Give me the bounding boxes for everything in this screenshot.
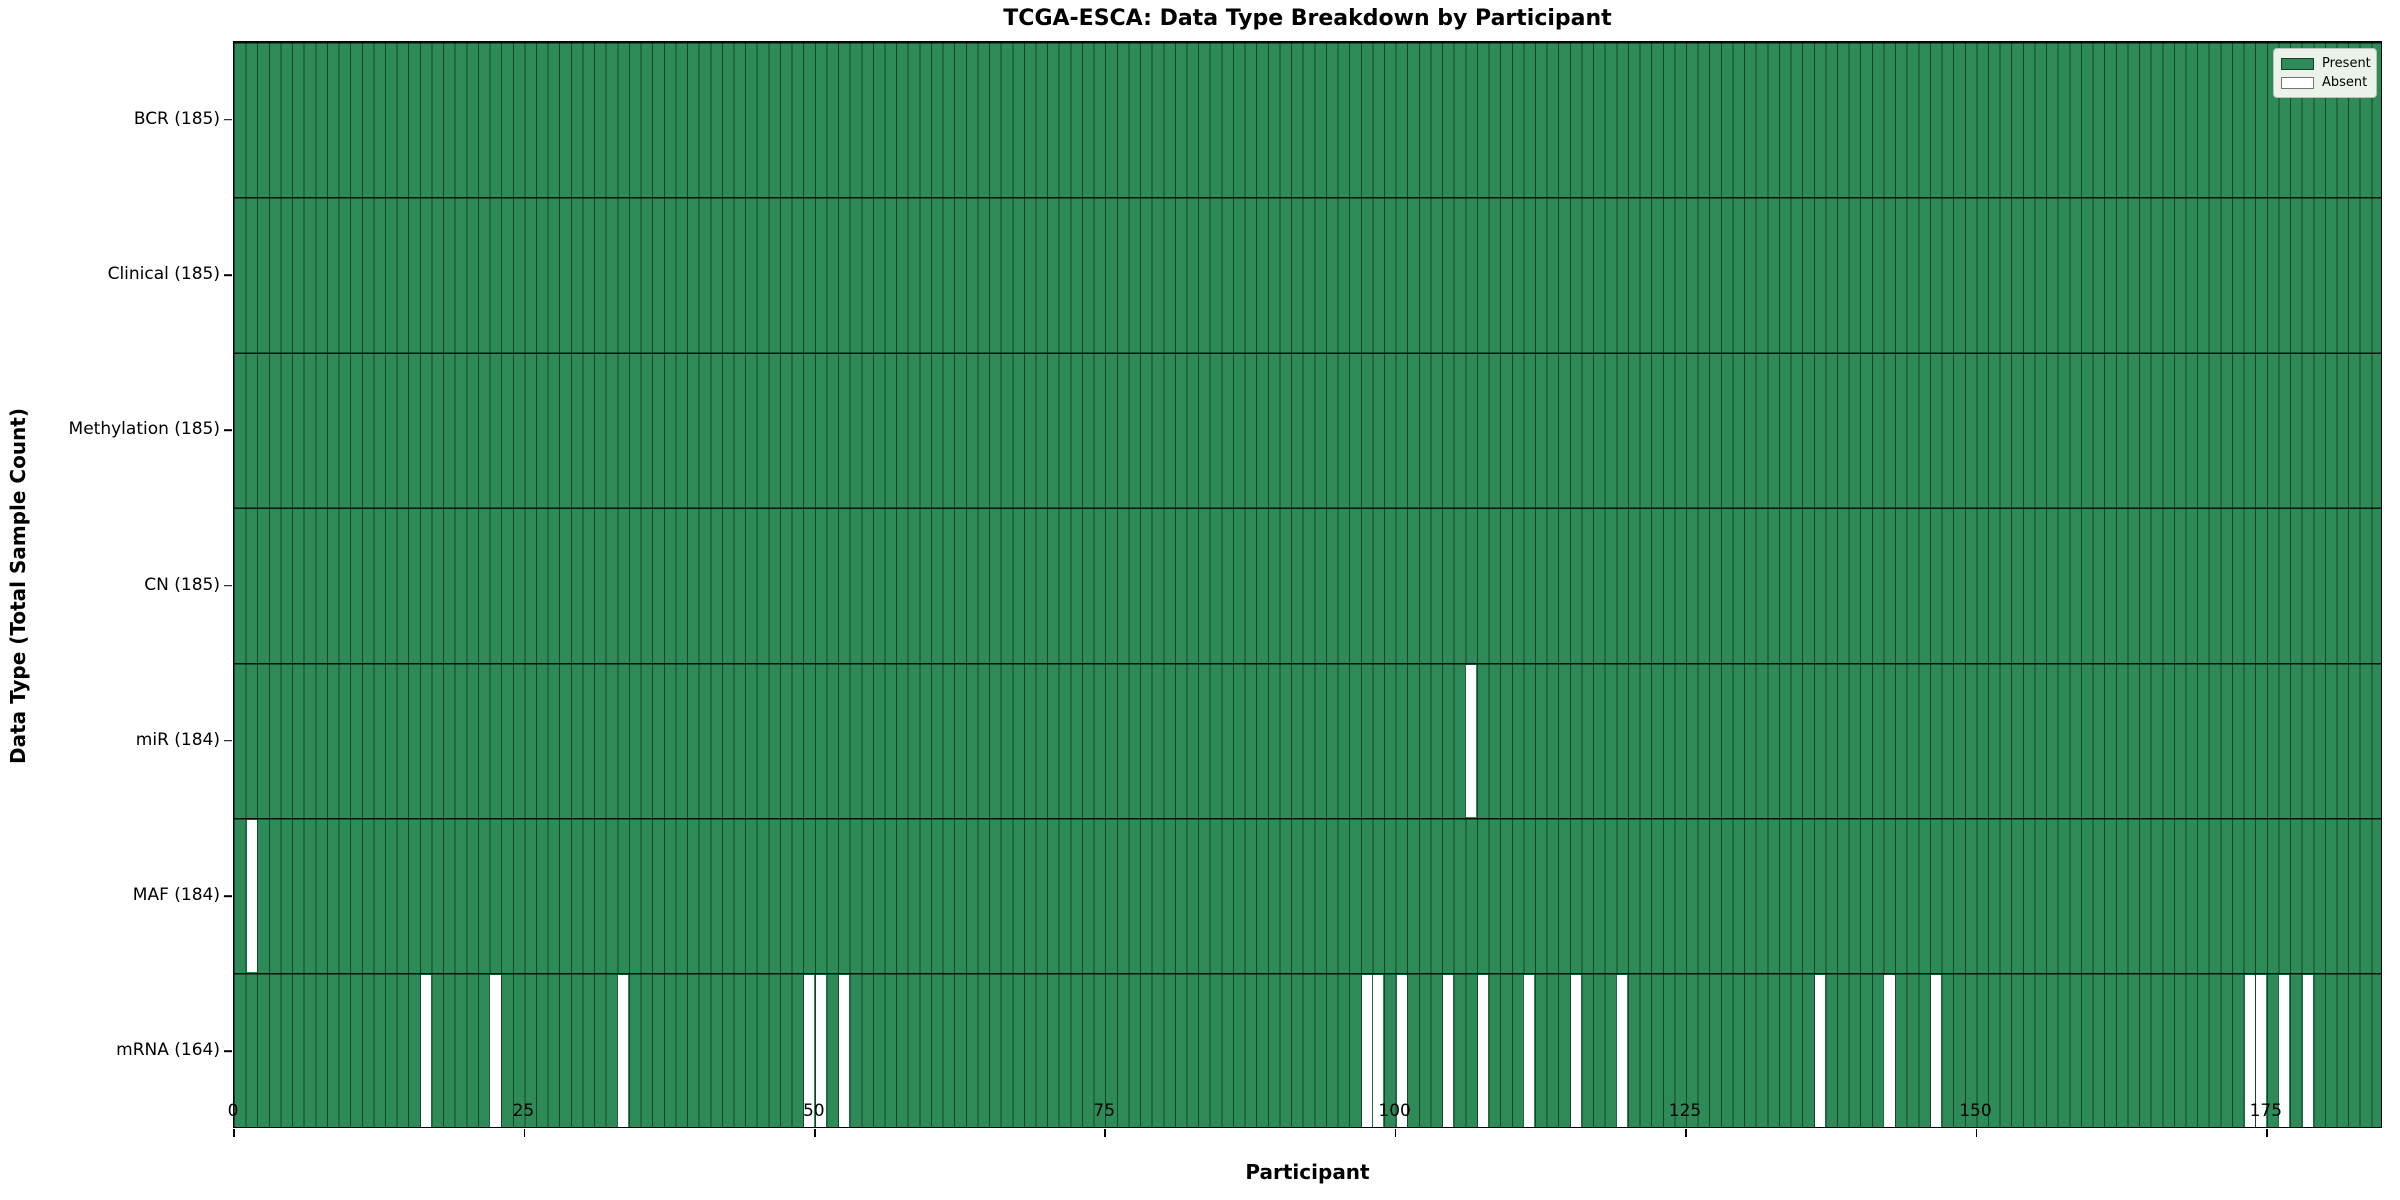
ytick-mark bbox=[224, 1050, 233, 1053]
absent-bar-mRNA-p176 bbox=[2279, 975, 2290, 1128]
xtick-mark bbox=[1685, 1129, 1687, 1137]
present-swatch bbox=[2281, 57, 2314, 70]
ytick-mark bbox=[224, 274, 233, 276]
xtick-label-75: 75 bbox=[1093, 1101, 1116, 1121]
absent-bar-mRNA-p52 bbox=[838, 975, 850, 1128]
ytick-mark bbox=[224, 895, 233, 897]
absent-bar-mRNA-p98 bbox=[1373, 975, 1384, 1128]
absent-bar-mRNA-p115 bbox=[1570, 975, 1581, 1128]
ytick-mark bbox=[224, 429, 233, 431]
xtick-mark bbox=[2266, 1129, 2268, 1137]
xtick-label-25: 25 bbox=[512, 1101, 535, 1121]
row-divider-lines bbox=[234, 42, 2381, 1127]
ytick-label-CN: CN (185) bbox=[144, 574, 220, 595]
absent-bar-mRNA-p178 bbox=[2302, 975, 2313, 1128]
xtick-label-150: 150 bbox=[1959, 1101, 1992, 1121]
ytick-mark bbox=[224, 118, 233, 121]
xtick-mark bbox=[233, 1129, 235, 1137]
chart-title: TCGA-ESCA: Data Type Breakdown by Partic… bbox=[1003, 6, 1612, 31]
absent-bar-mRNA-p142 bbox=[1884, 975, 1895, 1128]
xtick-mark bbox=[1394, 1129, 1397, 1137]
ytick-label-BCR: BCR (185) bbox=[133, 108, 220, 129]
xtick-label-125: 125 bbox=[1668, 1101, 1702, 1121]
absent-bar-mRNA-p107 bbox=[1477, 975, 1488, 1128]
absent-bar-MAF-p1 bbox=[246, 819, 257, 973]
legend-label-absent: Absent bbox=[2322, 75, 2368, 90]
ytick-label-mRNA: mRNA (164) bbox=[116, 1040, 220, 1061]
legend-entry-present: Present bbox=[2281, 54, 2371, 73]
ytick-label-MAF: MAF (184) bbox=[132, 885, 220, 906]
xtick-mark bbox=[1975, 1129, 1978, 1137]
absent-bar-miR-p106 bbox=[1466, 664, 1477, 817]
legend-label-present: Present bbox=[2322, 56, 2371, 71]
absent-bar-mRNA-p119 bbox=[1617, 975, 1628, 1128]
ytick-label-miR: miR (184) bbox=[135, 729, 220, 750]
absent-bar-mRNA-p100 bbox=[1396, 975, 1407, 1128]
absent-bar-mRNA-p22 bbox=[490, 975, 501, 1128]
xtick-label-175: 175 bbox=[2249, 1101, 2283, 1121]
legend: Present Absent bbox=[2273, 48, 2377, 98]
plot-area bbox=[224, 41, 2382, 1137]
xtick-label-50: 50 bbox=[802, 1101, 825, 1121]
absent-swatch bbox=[2281, 76, 2314, 89]
absent-bar-mRNA-p146 bbox=[1930, 975, 1941, 1128]
absent-bar-mRNA-p173 bbox=[2244, 975, 2255, 1128]
ytick-mark bbox=[224, 584, 233, 587]
absent-bar-mRNA-p97 bbox=[1361, 975, 1372, 1128]
legend-entry-absent: Absent bbox=[2281, 73, 2369, 92]
absent-bar-mRNA-p33 bbox=[618, 975, 629, 1128]
x-axis-label: Participant bbox=[1245, 1160, 1370, 1184]
absent-bar-mRNA-p16 bbox=[420, 975, 431, 1128]
absent-bar-mRNA-p104 bbox=[1442, 975, 1454, 1128]
xtick-mark bbox=[523, 1129, 526, 1137]
xtick-label-100: 100 bbox=[1378, 1101, 1411, 1121]
xtick-mark bbox=[814, 1129, 816, 1137]
ytick-label-Clinical: Clinical (185) bbox=[107, 263, 220, 284]
ytick-mark bbox=[224, 739, 233, 742]
ytick-label-Methylation: Methylation (185) bbox=[68, 419, 220, 440]
absent-bar-mRNA-p136 bbox=[1814, 975, 1825, 1128]
absent-bar-mRNA-p174 bbox=[2256, 975, 2267, 1128]
absent-bar-mRNA-p111 bbox=[1524, 975, 1535, 1128]
absent-bar-mRNA-p49 bbox=[804, 975, 815, 1128]
y-axis-label: Data Type (Total Sample Count) bbox=[6, 407, 30, 765]
xtick-mark bbox=[1104, 1129, 1106, 1137]
absent-bar-mRNA-p50 bbox=[815, 975, 826, 1128]
xtick-label-0: 0 bbox=[227, 1101, 239, 1121]
